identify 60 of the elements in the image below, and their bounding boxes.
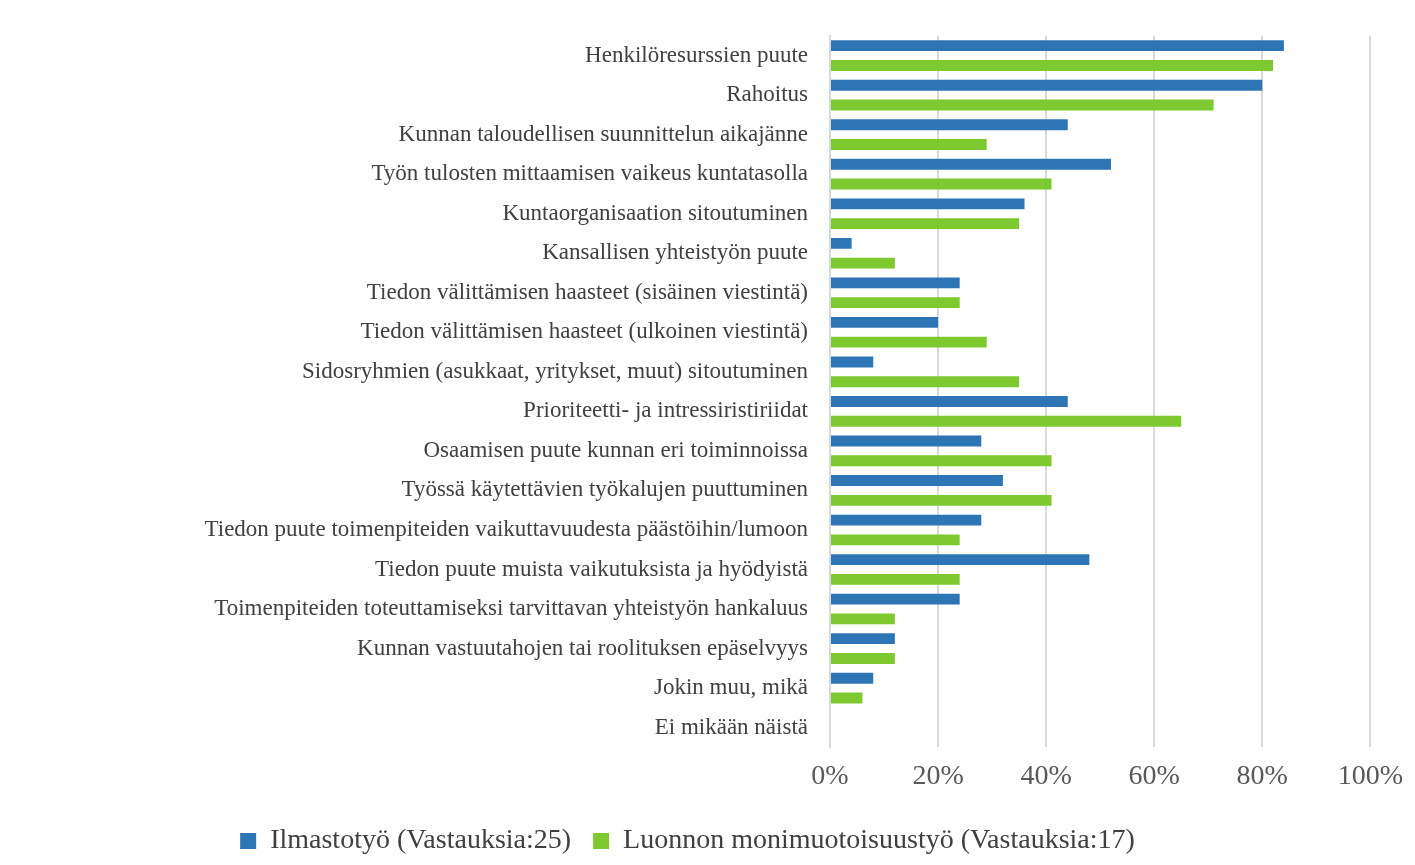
y-tick-label: Työn tulosten mittaamisen vaikeus kuntatasolla	[371, 160, 808, 186]
y-tick-label: Kuntaorganisaation sitoutuminen	[502, 199, 809, 225]
y-tick-label: Toimenpiteiden toteuttamiseksi tarvittavan yhteistyön hankaluus	[214, 595, 809, 621]
y-tick-label: Tiedon puute toimenpiteiden vaikuttavuudesta päästöihin/lumoon	[204, 516, 809, 542]
y-tick-label: Henkilöresurssien puute	[585, 41, 808, 67]
x-tick-label: 0%	[811, 758, 849, 790]
y-tick-label: Tiedon välittämisen haasteet (sisäinen viestintä)	[366, 278, 808, 304]
legend-label: Luonnon monimuotoisuustyö (Vastauksia:17)	[623, 823, 1135, 855]
y-tick-label: Osaamisen puute kunnan eri toiminnoissa	[423, 436, 808, 462]
bar	[831, 534, 960, 546]
x-tick-label: 20%	[912, 758, 964, 790]
bar	[831, 178, 1052, 190]
bar	[831, 40, 1284, 52]
x-tick-label: 60%	[1128, 758, 1180, 790]
bar	[831, 573, 960, 585]
bar	[831, 514, 982, 526]
y-tick-label: Sidosryhmien (asukkaat, yritykset, muut) sitoutuminen	[302, 357, 809, 383]
bar	[831, 99, 1214, 111]
bar	[831, 257, 895, 269]
bar	[831, 237, 852, 249]
bar	[831, 277, 960, 289]
y-tick-label: Tiedon välittämisen haasteet (ulkoinen viestintä)	[360, 318, 808, 344]
bar	[831, 198, 1025, 210]
y-tick-label: Rahoitus	[726, 81, 809, 107]
bar	[831, 316, 939, 328]
bar	[831, 633, 895, 645]
bar	[831, 435, 982, 447]
bar	[831, 218, 1020, 230]
bar	[831, 613, 895, 625]
bar	[831, 494, 1052, 506]
x-tick-label: 40%	[1020, 758, 1072, 790]
bar	[831, 415, 1182, 427]
y-tick-label: Tiedon puute muista vaikutuksista ja hyödyistä	[375, 555, 808, 581]
bar	[831, 119, 1068, 131]
bar	[831, 672, 874, 684]
bar	[831, 79, 1263, 91]
bar	[831, 692, 863, 704]
y-tick-label: Kunnan taloudellisen suunnittelun aikajänne	[398, 120, 808, 146]
bar	[831, 396, 1068, 407]
bar	[831, 376, 1020, 388]
bar	[831, 554, 1090, 566]
bar	[831, 356, 874, 368]
bar	[831, 475, 1003, 486]
y-tick-label: Jokin muu, mikä	[654, 674, 808, 700]
y-tick-label: Kunnan vastuutahojen tai roolituksen epäselvyys	[357, 634, 809, 660]
x-tick-label: 80%	[1236, 758, 1288, 790]
bar	[831, 60, 1274, 71]
y-tick-label: Prioriteetti- ja intressiristiriidat	[523, 397, 809, 423]
bar	[831, 139, 987, 150]
bar	[831, 297, 960, 309]
y-tick-label: Kansallisen yhteistyön puute	[542, 239, 808, 265]
legend-label: Ilmastotyö (Vastauksia:25)	[270, 823, 572, 855]
y-tick-label: Työssä käytettävien työkalujen puuttuminen	[401, 476, 809, 502]
bar	[831, 158, 1111, 170]
y-tick-label: Ei mikään näistä	[654, 713, 808, 739]
bar	[831, 593, 960, 605]
bar	[831, 653, 895, 664]
bar	[831, 455, 1052, 467]
bar	[831, 336, 987, 348]
x-tick-label: 100%	[1337, 758, 1403, 790]
